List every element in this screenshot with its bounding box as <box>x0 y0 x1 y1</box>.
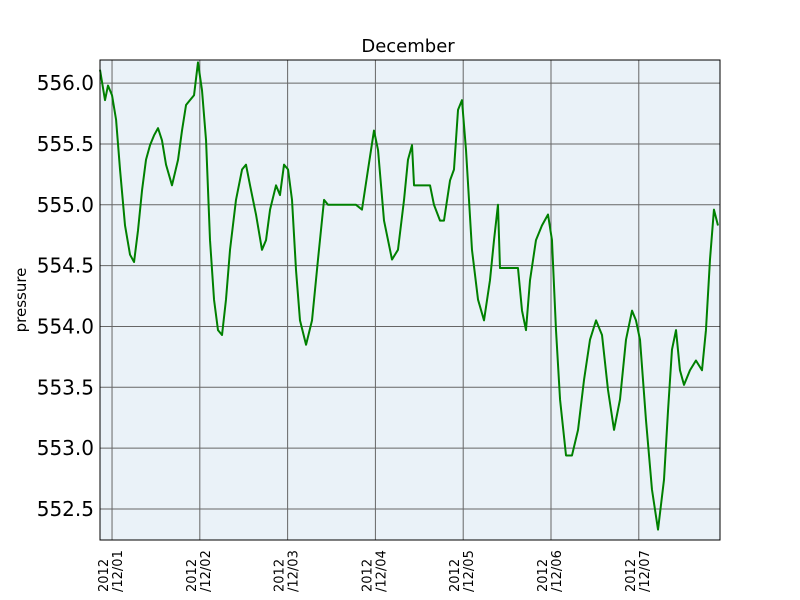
y-tick-label: 554.0 <box>37 314 94 338</box>
data-line <box>99 61 719 531</box>
y-tick-label: 555.5 <box>37 132 94 156</box>
x-tick-label: 2012/12/06 <box>536 550 565 592</box>
y-tick-label: 553.0 <box>37 436 94 460</box>
y-axis-label: pressure <box>12 268 30 333</box>
x-tick-label: 2012/12/05 <box>448 550 477 592</box>
plot-area <box>100 60 720 540</box>
x-tick-label: 2012/12/01 <box>97 550 126 592</box>
x-tick-label: 2012/12/04 <box>360 550 389 592</box>
y-tick-label: 556.0 <box>37 71 94 95</box>
x-tick-label: 2012/12/07 <box>624 550 653 592</box>
chart-title: December <box>361 36 455 57</box>
x-tick-label: 2012/12/02 <box>185 550 214 592</box>
y-tick-label: 554.5 <box>37 254 94 278</box>
y-tick-label: 553.5 <box>37 375 94 399</box>
plot-frame <box>99 59 721 541</box>
x-tick-label: 2012/12/03 <box>273 550 302 592</box>
y-tick-label: 555.0 <box>37 193 94 217</box>
y-tick-label: 552.5 <box>37 497 94 521</box>
